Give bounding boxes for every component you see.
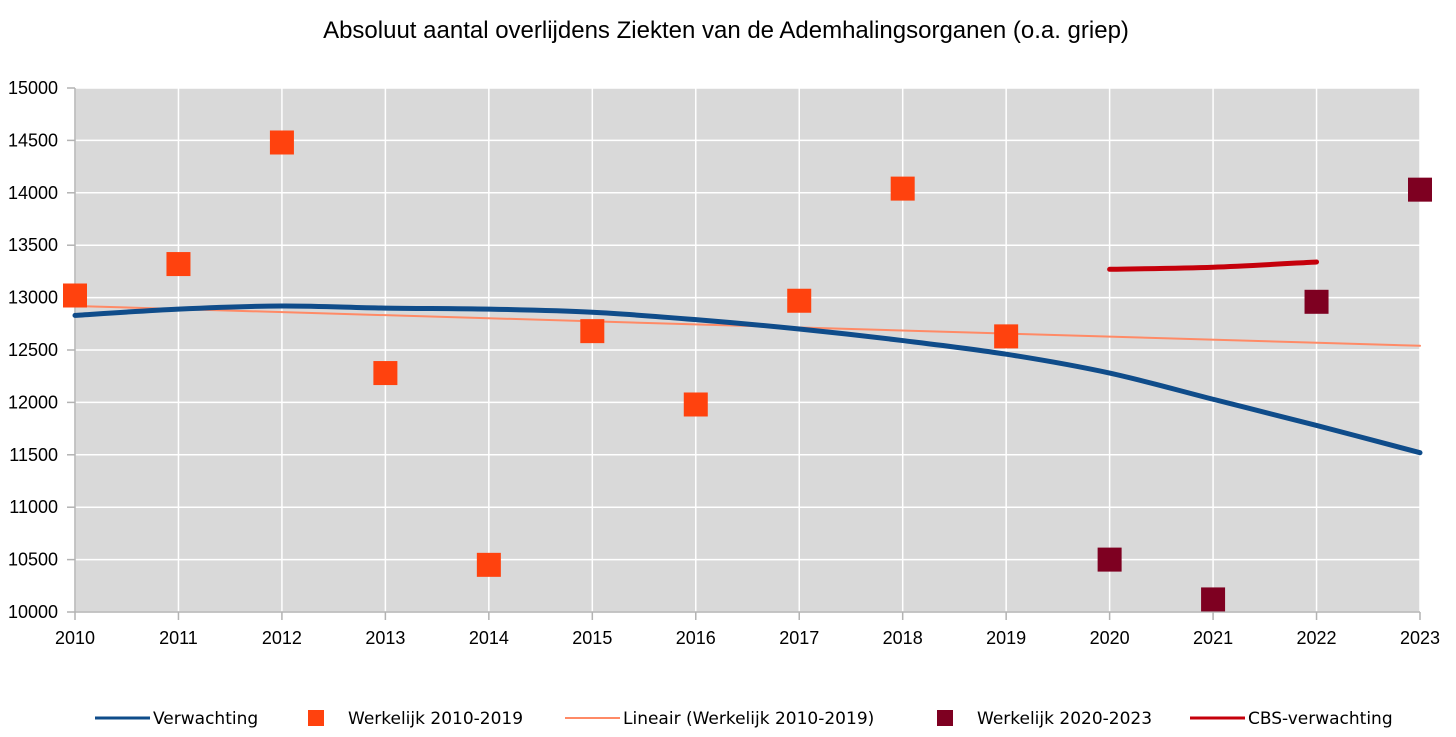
x-tick-label: 2015 [572,628,612,648]
y-tick-label: 13500 [8,235,58,255]
data-point [476,552,501,577]
legend-item: CBS-verwachting [1190,709,1393,729]
x-tick-label: 2023 [1400,628,1440,648]
data-point [683,392,708,417]
legend-label: Werkelijk 2020-2023 [977,709,1152,729]
series-layer [63,130,1432,612]
legend-label: CBS-verwachting [1248,709,1393,729]
x-tick-label: 2019 [986,628,1026,648]
chart-title: Absoluut aantal overlijdens Ziekten van … [323,17,1129,44]
y-axis: 10000 10500 11000 11500 12000 12500 13000 13500… [8,78,76,622]
data-point [890,176,915,201]
data-point [787,288,812,313]
y-tick-label: 12000 [8,392,58,412]
x-tick-label: 2013 [365,628,405,648]
legend-swatch [937,710,953,726]
x-tick-label: 2016 [676,628,716,648]
legend-item: Verwachting [95,709,258,729]
data-point [166,252,191,277]
x-tick-label: 2014 [469,628,509,648]
y-tick-label: 11000 [9,497,58,517]
y-tick-label: 10500 [8,550,58,570]
series-werkelijk-2010-2019 [63,130,1019,577]
legend-swatch [308,710,324,726]
x-tick-label: 2022 [1297,628,1337,648]
data-point [994,324,1019,349]
x-tick-label: 2017 [779,628,819,648]
data-point [1097,547,1122,572]
series-cbs-verwachting [1107,259,1320,272]
x-tick-label: 2012 [262,628,302,648]
data-point [1408,177,1432,202]
y-tick-label: 11500 [9,445,58,465]
data-point [580,319,605,344]
legend-item: Lineair (Werkelijk 2010-2019) [565,709,874,729]
series-line [72,303,1423,456]
y-tick-label: 15000 [8,78,58,98]
y-tick-label: 13000 [8,288,58,308]
x-tick-label: 2010 [55,628,95,648]
data-point [1201,587,1226,612]
legend-label: Verwachting [153,709,258,729]
y-tick-label: 10000 [8,602,58,622]
data-point [269,130,294,155]
x-tick-label: 2011 [159,628,198,648]
grid [74,87,1421,613]
y-tick-label: 14000 [8,183,58,203]
series-werkelijk-2020-2023 [1097,177,1432,612]
data-point [1304,289,1329,314]
x-tick-label: 2018 [883,628,923,648]
legend-item: Werkelijk 2020-2023 [937,709,1152,729]
legend-item: Werkelijk 2010-2019 [308,709,523,729]
x-axis: 2010 2011 2012 2013 2014 2015 2016 2017 2018 2019… [55,611,1440,648]
series-verwachting [72,303,1423,456]
y-tick-label: 14500 [8,130,58,150]
y-tick-label: 12500 [8,340,58,360]
series-line [1107,259,1320,272]
x-tick-label: 2020 [1090,628,1130,648]
data-point [63,283,87,308]
legend-label: Lineair (Werkelijk 2010-2019) [623,709,874,729]
legend-label: Werkelijk 2010-2019 [348,709,523,729]
legend: Verwachting Werkelijk 2010-2019 Lineair (W… [95,709,1393,729]
x-tick-label: 2021 [1193,628,1233,648]
data-point [373,361,398,386]
